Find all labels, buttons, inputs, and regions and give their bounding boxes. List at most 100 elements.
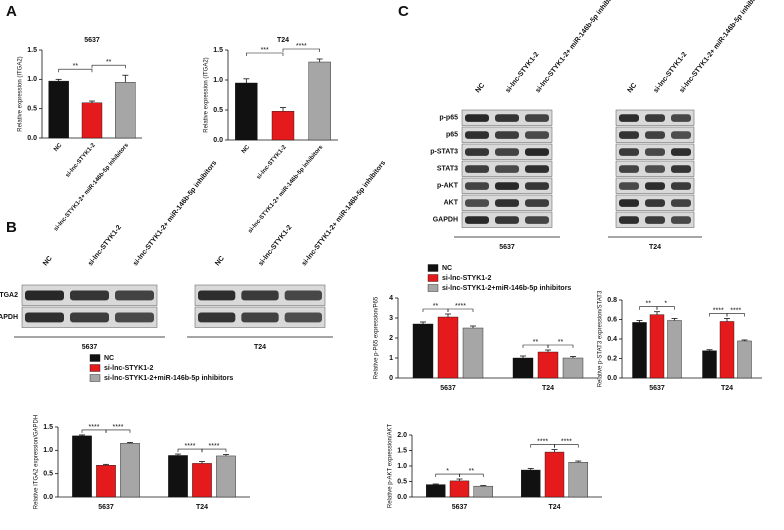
y-tick-label: 1.5	[27, 47, 37, 54]
blot-band	[495, 148, 519, 156]
blot-band	[465, 148, 489, 156]
bar	[521, 469, 541, 498]
y-tick-label: 0.5	[43, 471, 53, 478]
blot-band	[465, 114, 489, 122]
row-label: p65	[446, 131, 458, 138]
blot-band	[525, 148, 549, 156]
bar	[168, 455, 188, 498]
cell-line-label: T24	[649, 244, 661, 251]
blot-band	[619, 199, 639, 207]
y-tick-label: 0.5	[213, 107, 223, 114]
blot-band	[465, 165, 489, 173]
blot-band	[70, 290, 109, 301]
legend-swatch	[427, 274, 439, 282]
y-tick-label: 4	[389, 295, 393, 302]
bar	[412, 323, 434, 379]
bar	[473, 485, 493, 498]
x-tick-label: si-lnc-STYK1-2	[256, 144, 288, 181]
y-tick-label: 1.0	[213, 77, 223, 84]
significance-bracket	[201, 448, 227, 453]
row-label: p-p65	[439, 114, 458, 121]
blot-band	[70, 312, 109, 323]
blot-band	[619, 148, 639, 156]
blot-band	[645, 199, 665, 207]
significance-bracket	[58, 68, 93, 73]
panel-label: C	[398, 3, 409, 20]
legend-swatch	[89, 354, 101, 362]
x-tick-label: si-lnc-STYK1-2+ miR-146b-5p inhibitors	[53, 142, 130, 233]
blot-band	[198, 290, 236, 301]
blot-band	[645, 131, 665, 139]
blot-band	[671, 165, 691, 173]
bar	[192, 463, 212, 498]
bar	[667, 320, 682, 379]
bar	[437, 316, 459, 379]
legend-swatch	[89, 364, 101, 372]
blot-band	[465, 199, 489, 207]
cell-line-label: 5637	[499, 244, 515, 251]
x-tick-label: NC	[53, 142, 64, 153]
blot-band	[284, 312, 322, 323]
blot-band	[115, 312, 154, 323]
row-label: p-AKT	[437, 182, 459, 189]
y-tick-label: 1.5	[43, 424, 53, 431]
y-tick-label: 2	[389, 335, 393, 342]
blot-band	[495, 216, 519, 224]
lane-label: NC	[475, 82, 487, 94]
significance-label: ****	[561, 438, 572, 445]
row-label: GAPDH	[0, 314, 18, 321]
significance-bracket	[246, 52, 284, 56]
y-tick-label: 1.0	[27, 76, 37, 83]
blot-band	[671, 199, 691, 207]
blot-band	[525, 114, 549, 122]
blot-band	[525, 165, 549, 173]
blot-band	[115, 290, 154, 301]
lane-label: si-lnc-STYK1-2+ miR-146b-5p inhibitors	[679, 0, 765, 94]
bar	[115, 82, 136, 139]
blot-band	[495, 131, 519, 139]
lane-label: NC	[214, 255, 226, 267]
y-tick-label: 0.0	[213, 137, 223, 144]
lane-label: si-lnc-STYK1-2	[258, 224, 294, 267]
significance-bracket	[459, 473, 484, 478]
blot-band	[25, 312, 64, 323]
y-tick-label: 1	[389, 355, 393, 362]
bar	[544, 451, 565, 498]
y-tick-label: 0.0	[607, 375, 617, 382]
blot-band	[525, 216, 549, 224]
blot-band	[465, 182, 489, 190]
significance-label: **	[469, 468, 475, 475]
significance-bracket	[547, 344, 574, 348]
blot-band	[671, 148, 691, 156]
y-axis-label: Relative expression (ITGA2)	[18, 56, 24, 131]
significance-label: *	[446, 468, 449, 475]
lane-label: si-lnc-STYK1-2+ miR-146b-5p inhibitors	[132, 160, 218, 268]
y-tick-label: 0.0	[397, 494, 407, 501]
bar	[81, 102, 103, 139]
y-axis-label: Relative ITGA2 expression/GAPDH	[34, 415, 40, 509]
significance-bracket	[91, 64, 126, 69]
significance-bracket	[447, 308, 474, 312]
legend-swatch	[427, 284, 439, 292]
blot-band	[241, 312, 279, 323]
x-tick-label: T24	[548, 504, 560, 511]
bar	[216, 455, 236, 498]
bar	[702, 350, 717, 379]
significance-label: ****	[113, 424, 124, 431]
x-tick-label: 5637	[440, 385, 456, 392]
legend-label: NC	[442, 265, 452, 272]
bar	[632, 322, 647, 379]
x-tick-label: T24	[542, 385, 554, 392]
significance-label: **	[106, 59, 112, 66]
legend-label: si-lnc-STYK1-2+miR-146b-5p inhibitors	[104, 375, 233, 382]
significance-label: **	[433, 303, 439, 310]
significance-label: ****	[455, 303, 466, 310]
blot-band	[645, 114, 665, 122]
row-label: p-STAT3	[430, 148, 458, 155]
blot-band	[495, 182, 519, 190]
blot-band	[619, 131, 639, 139]
x-tick-label: T24	[196, 504, 208, 511]
y-tick-label: 0.5	[27, 106, 37, 113]
significance-bracket	[656, 306, 675, 310]
lane-label: si-lnc-STYK1-2+ miR-146b-5p inhibitors	[301, 160, 387, 268]
